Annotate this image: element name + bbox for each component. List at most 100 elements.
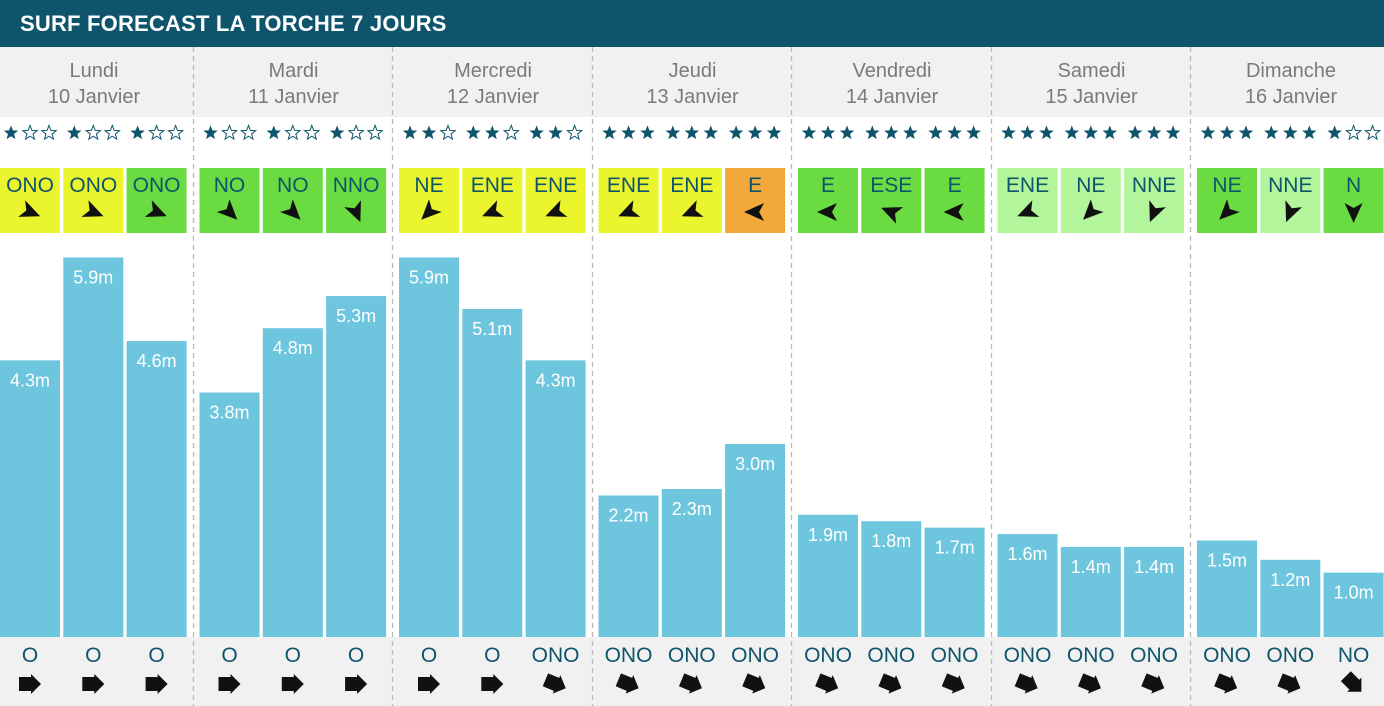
star-filled-icon	[1083, 125, 1099, 140]
star-filled-icon	[1327, 125, 1342, 140]
star-filled-icon	[1264, 125, 1279, 140]
wind-box	[1124, 168, 1185, 233]
star-empty-icon	[303, 123, 321, 141]
wind-arrow-icon	[943, 203, 964, 221]
swell-arrow-icon	[345, 674, 368, 694]
wave-height-bar	[661, 489, 722, 637]
swell-direction-label: ONO	[731, 644, 779, 667]
wind-arrow-icon	[1149, 200, 1166, 223]
wave-height-label: 1.5m	[1207, 551, 1247, 571]
swell-arrow-icon	[418, 674, 440, 694]
day-name: Jeudi	[669, 60, 717, 82]
wave-height-bar	[399, 257, 459, 637]
wind-box	[126, 168, 187, 233]
wind-arrow-icon	[681, 200, 704, 217]
swell-arrow-icon	[1340, 671, 1362, 692]
swell-arrow-icon	[1077, 673, 1101, 694]
wave-height-label: 1.4m	[1134, 557, 1174, 577]
day-name: Samedi	[1058, 60, 1126, 82]
wave-height-bar	[262, 328, 323, 637]
swell-arrow-icon	[281, 674, 304, 694]
swell-direction-label: O	[348, 644, 364, 667]
wind-arrow-icon	[881, 207, 904, 224]
wind-arrow-icon	[817, 203, 837, 221]
wind-direction-label: N	[1346, 174, 1361, 197]
star-empty-icon	[439, 123, 457, 141]
star-filled-icon	[947, 125, 962, 140]
star-filled-icon	[665, 125, 681, 140]
wave-height-bar	[1260, 559, 1321, 637]
star-filled-icon	[884, 125, 899, 140]
wind-arrow-icon	[280, 199, 301, 220]
wave-height-label: 4.8m	[273, 338, 313, 358]
wind-box	[661, 168, 722, 233]
day-header-band	[0, 47, 1384, 117]
wind-arrow-icon	[482, 200, 505, 217]
swell-arrow-icon	[1014, 673, 1038, 694]
wind-arrow-icon	[144, 200, 167, 217]
star-filled-icon	[466, 125, 481, 140]
wave-height-label: 4.3m	[10, 370, 50, 390]
wave-height-bar	[861, 521, 922, 637]
wave-height-bar	[725, 444, 786, 637]
wave-height-bar	[63, 257, 124, 637]
star-empty-icon	[566, 123, 584, 141]
swell-direction-label: ONO	[867, 644, 915, 667]
wave-height-label: 2.2m	[608, 505, 648, 525]
wind-direction-label: ENE	[471, 174, 514, 197]
star-filled-icon	[728, 125, 744, 140]
star-filled-icon	[485, 125, 500, 140]
star-empty-icon	[103, 123, 121, 141]
swell-arrow-icon	[481, 674, 504, 694]
swell-direction-label: ONO	[1203, 644, 1251, 667]
star-filled-icon	[1200, 125, 1216, 140]
star-filled-icon	[1219, 125, 1235, 140]
wind-direction-label: NE	[414, 174, 443, 197]
star-filled-icon	[966, 125, 981, 140]
wave-height-label: 2.3m	[672, 499, 712, 519]
wind-direction-label: ESE	[870, 174, 912, 197]
day-date: 11 Janvier	[248, 86, 339, 108]
star-empty-icon	[220, 123, 239, 141]
swell-arrow-icon	[941, 673, 965, 694]
wave-height-label: 3.0m	[735, 454, 775, 474]
wind-box	[63, 168, 124, 233]
wind-direction-label: ONO	[6, 174, 54, 197]
swell-arrow-icon	[19, 674, 41, 694]
day-date: 15 Janvier	[1045, 86, 1138, 108]
swell-arrow-icon	[878, 673, 902, 694]
wave-height-label: 5.3m	[336, 306, 376, 326]
star-empty-icon	[239, 123, 258, 141]
star-filled-icon	[928, 125, 943, 140]
wave-height-bar	[1124, 546, 1185, 637]
swell-direction-label: O	[221, 644, 237, 667]
wind-box	[1260, 168, 1321, 233]
wind-direction-label: NNE	[1132, 174, 1176, 197]
swell-arrow-icon	[1214, 673, 1238, 694]
swell-arrow-icon	[1141, 673, 1165, 694]
page-title: SURF FORECAST LA TORCHE 7 JOURS	[20, 11, 447, 36]
swell-direction-label: ONO	[804, 644, 852, 667]
wave-height-bar	[525, 360, 586, 637]
star-filled-icon	[1238, 125, 1254, 140]
wave-height-bar	[326, 296, 387, 637]
star-empty-icon	[84, 123, 102, 141]
swell-direction-label: O	[285, 644, 301, 667]
wind-direction-label: NO	[277, 174, 309, 197]
wind-arrow-icon	[1017, 200, 1040, 217]
star-filled-icon	[548, 125, 563, 140]
star-filled-icon	[421, 125, 437, 140]
star-filled-icon	[640, 125, 655, 140]
swell-direction-label: O	[484, 644, 500, 667]
day-name: Mercredi	[454, 60, 532, 82]
swell-direction-band	[0, 637, 1384, 706]
star-filled-icon	[703, 125, 719, 140]
wind-arrow-icon	[1219, 199, 1240, 220]
wind-box	[725, 168, 786, 233]
star-filled-icon	[1039, 125, 1054, 140]
wind-direction-label: E	[948, 174, 962, 197]
star-filled-icon	[801, 125, 817, 140]
wave-height-bar	[0, 360, 60, 637]
wind-direction-label: ENE	[534, 174, 577, 197]
